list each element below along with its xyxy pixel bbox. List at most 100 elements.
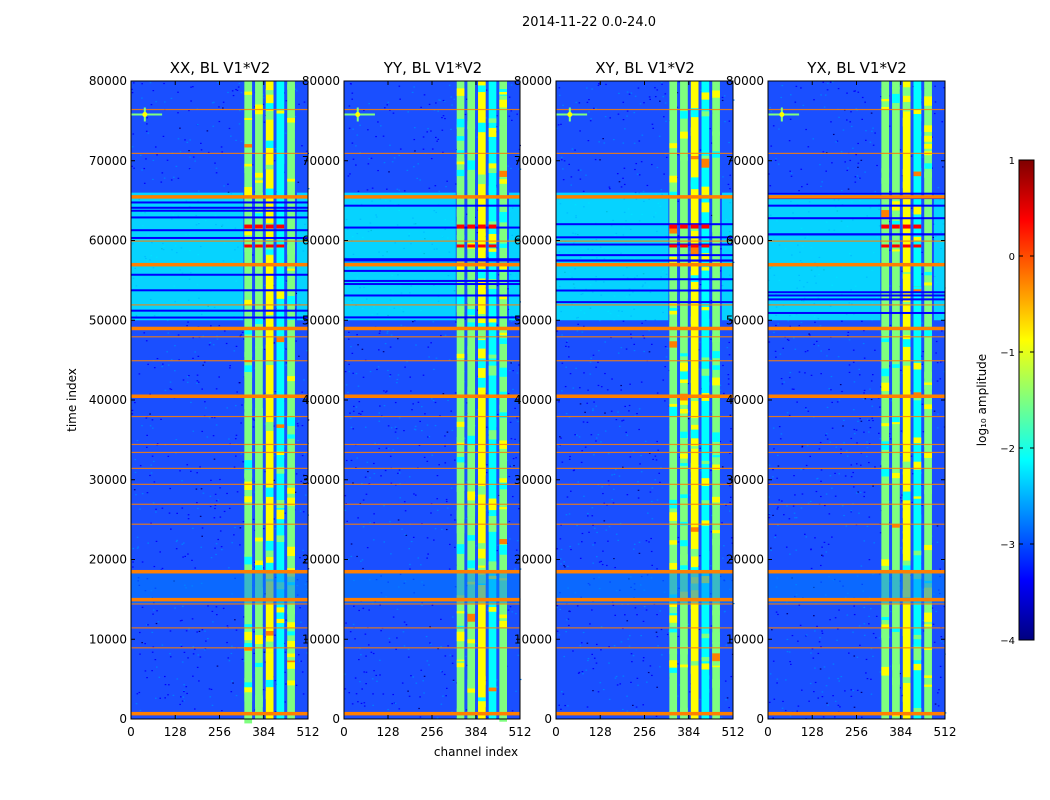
heatmap-cell	[729, 501, 731, 504]
heatmap-cell	[352, 128, 354, 130]
heatmap-cell	[868, 431, 870, 433]
heatmap-cell	[298, 103, 300, 105]
heatmap-cell	[632, 655, 635, 657]
heatmap-cell	[423, 692, 425, 694]
heatmap-cell	[690, 446, 699, 449]
heatmap-cell	[141, 606, 144, 608]
heatmap-cell	[578, 671, 581, 674]
heatmap-cell	[656, 89, 659, 91]
heatmap-cell	[712, 377, 720, 386]
heatmap-cell	[710, 531, 713, 533]
heatmap-cell	[208, 344, 211, 346]
heatmap-cell	[254, 709, 256, 711]
heatmap-cell	[680, 453, 688, 459]
heatmap-cell	[187, 518, 190, 520]
heatmap-cell	[147, 624, 149, 626]
heatmap-cell	[255, 319, 263, 325]
heatmap-cell	[558, 634, 561, 636]
heatmap-cell	[355, 693, 358, 695]
heatmap-cell	[584, 446, 587, 448]
heatmap-cell	[726, 346, 729, 349]
heatmap-cell	[786, 638, 789, 641]
heatmap-cell	[931, 136, 933, 138]
heatmap-cell	[786, 613, 789, 615]
heatmap-cell	[661, 83, 663, 85]
heatmap-cell	[273, 518, 276, 520]
heatmap-cell	[625, 348, 628, 350]
heatmap-cell	[626, 434, 629, 436]
heatmap-cell	[726, 82, 729, 84]
heatmap-cell	[573, 469, 576, 471]
flag-row	[768, 711, 945, 716]
heatmap-cell	[876, 164, 878, 167]
flag-row	[556, 152, 733, 154]
heatmap-cell	[807, 502, 810, 504]
flag-row	[344, 711, 520, 716]
heatmap-cell	[620, 384, 622, 387]
heatmap-cell	[856, 175, 859, 177]
heatmap-cell	[641, 322, 643, 324]
heatmap-cell	[175, 548, 178, 550]
heatmap-cell	[617, 539, 620, 541]
heatmap-cell	[939, 676, 942, 678]
heatmap-cell	[265, 155, 274, 166]
heatmap-cell	[265, 421, 274, 431]
heatmap-cell	[773, 698, 776, 700]
heatmap-cell	[902, 433, 911, 443]
heatmap-cell	[902, 560, 911, 566]
heatmap-cell	[794, 348, 797, 350]
heatmap-cell	[384, 391, 387, 393]
heatmap-cell	[163, 82, 165, 85]
heatmap-cell	[264, 284, 266, 287]
heatmap-cell	[221, 151, 223, 153]
heatmap-cell	[625, 431, 628, 433]
heatmap-cell	[857, 142, 859, 145]
heatmap-cell	[145, 158, 147, 160]
heatmap-cell	[701, 158, 710, 168]
heatmap-cell	[561, 390, 563, 392]
heatmap-cell	[265, 90, 274, 95]
heatmap-cell	[485, 89, 488, 91]
heatmap-cell	[701, 224, 710, 229]
heatmap-cell	[352, 428, 355, 430]
heatmap-cell	[377, 121, 379, 123]
heatmap-cell	[825, 685, 828, 687]
heatmap-cell	[881, 460, 890, 465]
heatmap-cell	[476, 231, 479, 234]
heatmap-cell	[510, 465, 513, 467]
heatmap-cell	[499, 482, 507, 490]
heatmap-cell	[768, 516, 771, 519]
heatmap-cell	[870, 398, 873, 401]
heatmap-cell	[478, 174, 486, 185]
heatmap-cell	[921, 273, 923, 275]
y-tick-label: 20000	[302, 553, 340, 567]
heatmap-cell	[577, 672, 580, 674]
y-tick-label: 0	[332, 712, 340, 726]
heatmap-cell	[378, 412, 381, 414]
flag-row	[556, 451, 733, 454]
heatmap-cell	[358, 658, 360, 661]
heatmap-cell	[680, 664, 688, 668]
heatmap-cell	[840, 452, 842, 455]
heatmap-cell	[456, 421, 465, 427]
heatmap-cell	[362, 607, 365, 609]
heatmap-cell	[507, 392, 510, 395]
heatmap-cell	[840, 448, 842, 450]
heatmap-cell	[604, 341, 607, 343]
heatmap-cell	[509, 606, 512, 608]
heatmap-cell	[145, 340, 148, 342]
heatmap-cell	[780, 96, 783, 99]
heatmap-cell	[622, 119, 625, 121]
heatmap-cell	[398, 85, 401, 87]
heatmap-cell	[495, 125, 498, 128]
heatmap-cell	[499, 243, 507, 248]
heatmap-cell	[146, 434, 148, 436]
heatmap-cell	[712, 90, 720, 98]
heatmap-cell	[922, 625, 924, 627]
heatmap-cell	[712, 455, 720, 458]
heatmap-cell	[806, 183, 809, 185]
heatmap-cell	[559, 538, 562, 540]
heatmap-cell	[777, 524, 779, 527]
heatmap-cell	[592, 544, 594, 546]
y-tick-label: 10000	[302, 632, 340, 646]
